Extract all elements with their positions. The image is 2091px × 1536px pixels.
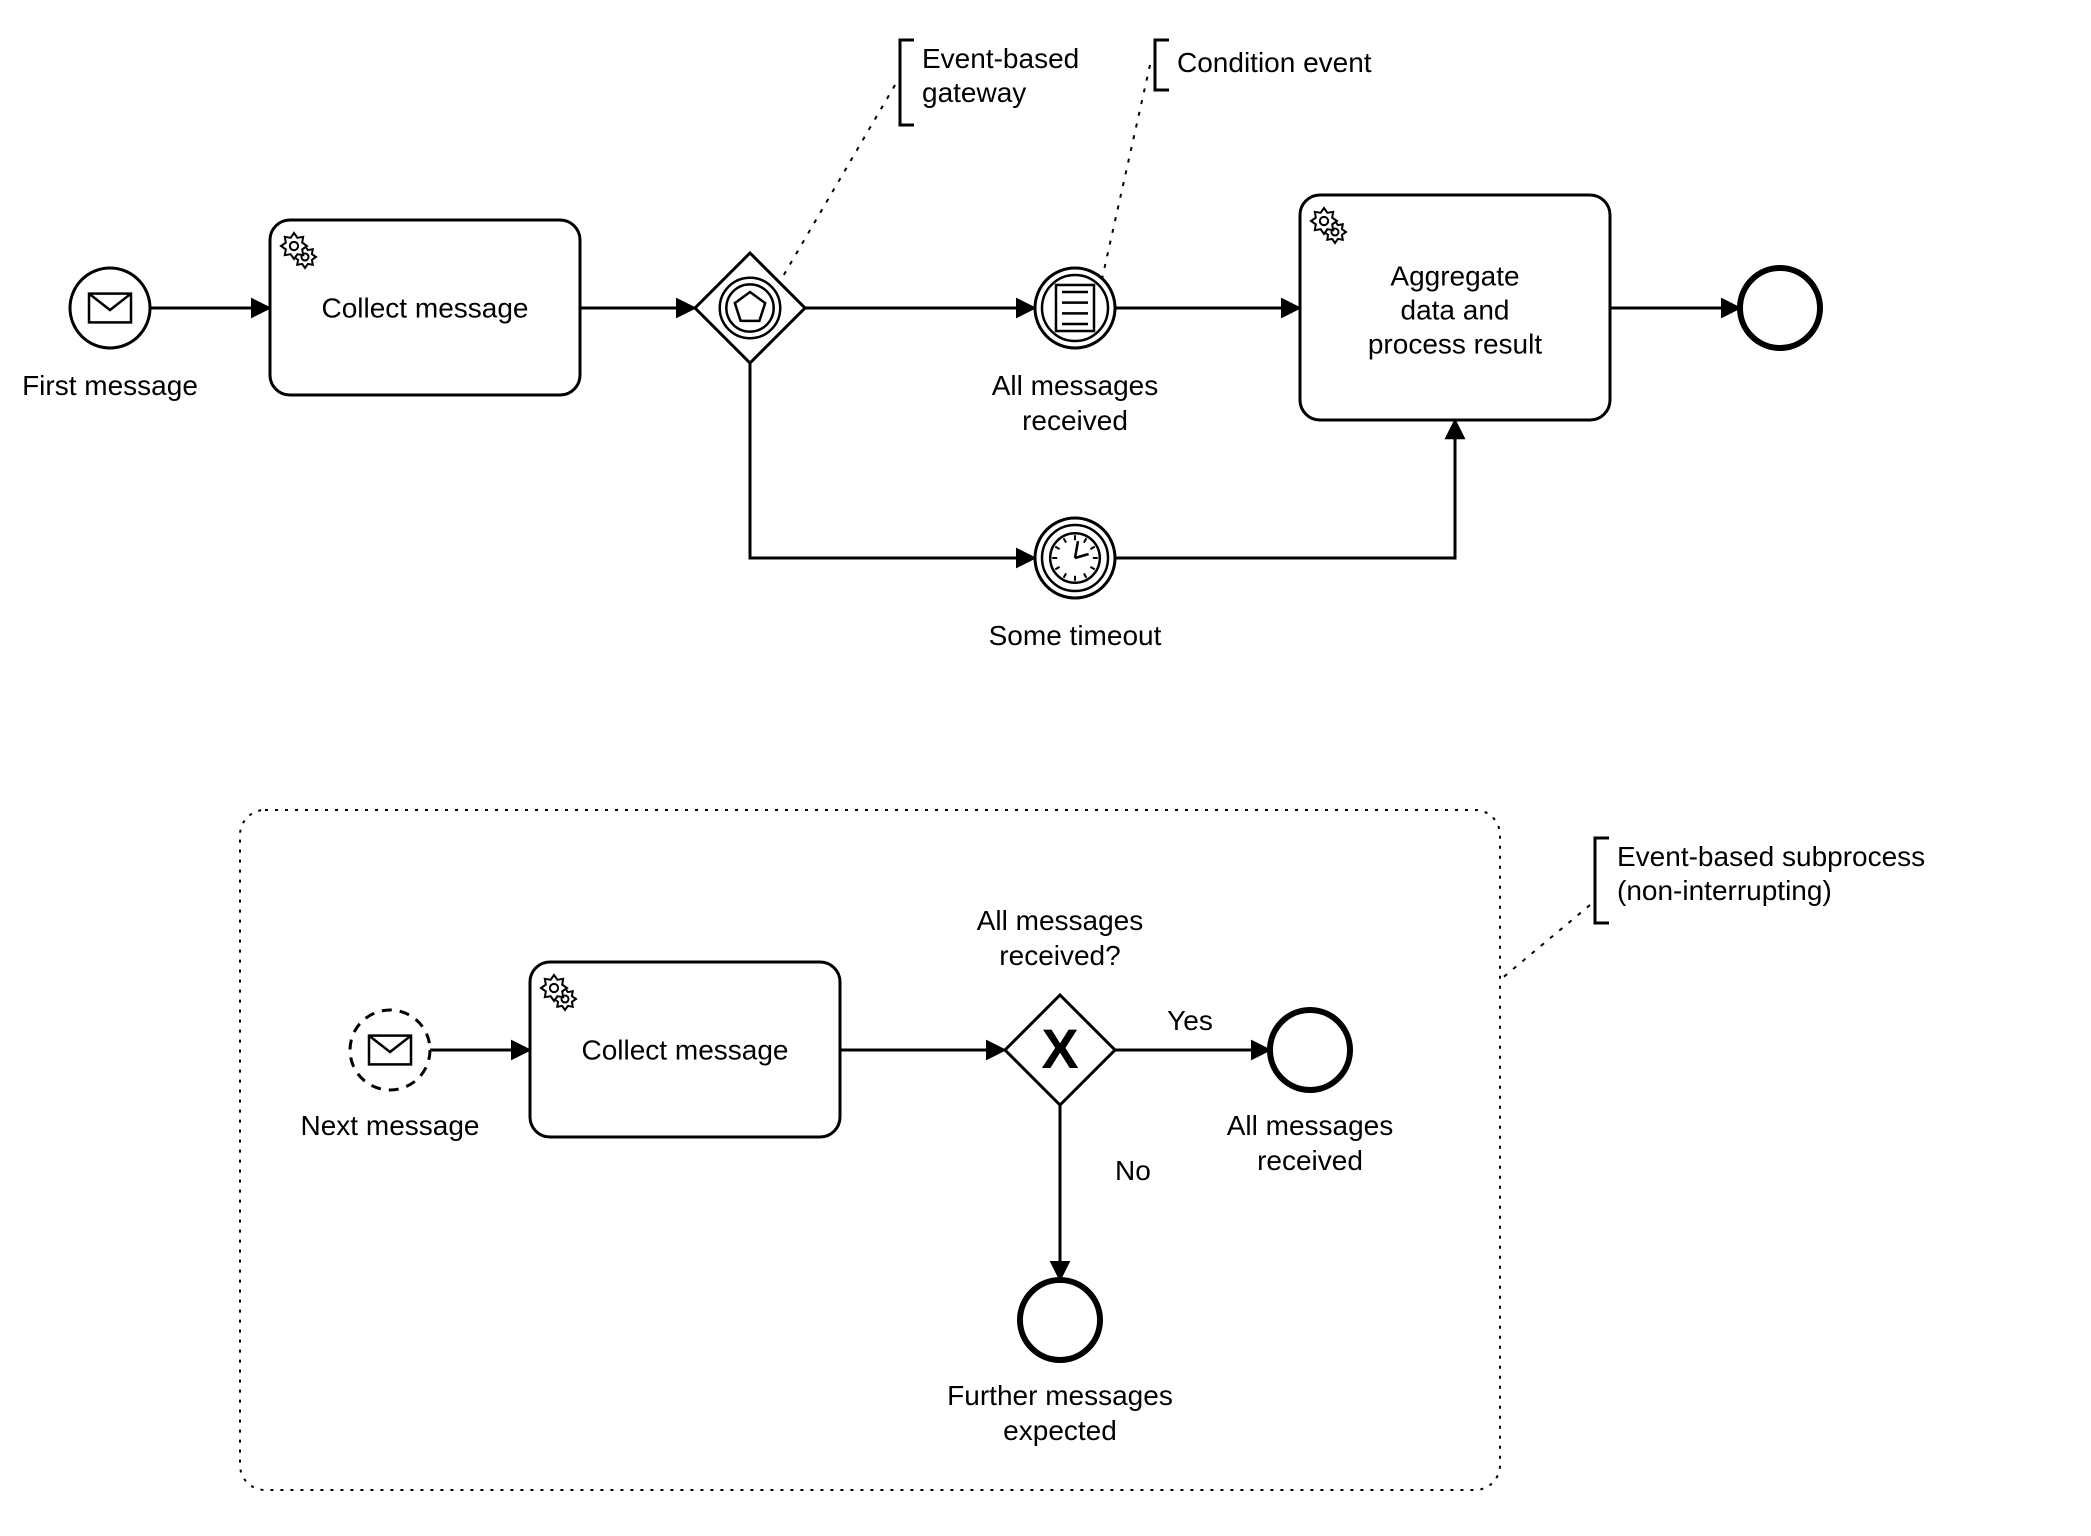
svg-text:Collect message: Collect message [322,293,529,324]
svg-text:expected: expected [1003,1415,1117,1446]
event-based-gateway [695,253,805,363]
svg-text:Next message: Next message [301,1110,480,1141]
end-event-further-expected [1020,1280,1100,1360]
svg-text:All messages: All messages [992,370,1159,401]
sequence-flow [1115,420,1455,558]
start-event-label: First message [22,370,198,401]
svg-text:received: received [1257,1145,1363,1176]
subprocess-start-message [350,1010,430,1090]
subprocess-task-collect: Collect message [530,962,840,1137]
svg-text:Event-based: Event-based [922,43,1079,74]
svg-text:Collect message: Collect message [582,1035,789,1066]
annotation-subprocess: Event-based subprocess(non-interrupting) [1500,838,1925,980]
svg-text:Event-based subprocess: Event-based subprocess [1617,841,1925,872]
svg-text:gateway: gateway [922,77,1026,108]
edge-label-yes: Yes [1167,1005,1213,1036]
svg-text:Some timeout: Some timeout [989,620,1162,651]
svg-text:received: received [1022,405,1128,436]
task-aggregate: Aggregatedata andprocess result [1300,195,1610,420]
svg-text:Condition event: Condition event [1177,47,1372,78]
svg-text:Aggregate: Aggregate [1390,261,1519,292]
svg-text:All messages: All messages [977,905,1144,936]
annotation-event-gateway: Event-basedgateway [782,40,1079,278]
svg-text:(non-interrupting): (non-interrupting) [1617,875,1832,906]
conditional-event [1035,268,1115,348]
timer-event [1035,518,1115,598]
xor-gateway: X [1005,995,1115,1105]
svg-text:X: X [1041,1017,1078,1080]
start-message-event [70,268,150,348]
edge-label-no: No [1115,1155,1151,1186]
end-event-all-received [1270,1010,1350,1090]
end-event [1740,268,1820,348]
svg-text:All messages: All messages [1227,1110,1394,1141]
svg-text:data and: data and [1401,295,1510,326]
svg-text:process result: process result [1368,329,1543,360]
task-collect-message: Collect message [270,220,580,395]
svg-text:received?: received? [999,940,1120,971]
svg-text:Further messages: Further messages [947,1380,1173,1411]
